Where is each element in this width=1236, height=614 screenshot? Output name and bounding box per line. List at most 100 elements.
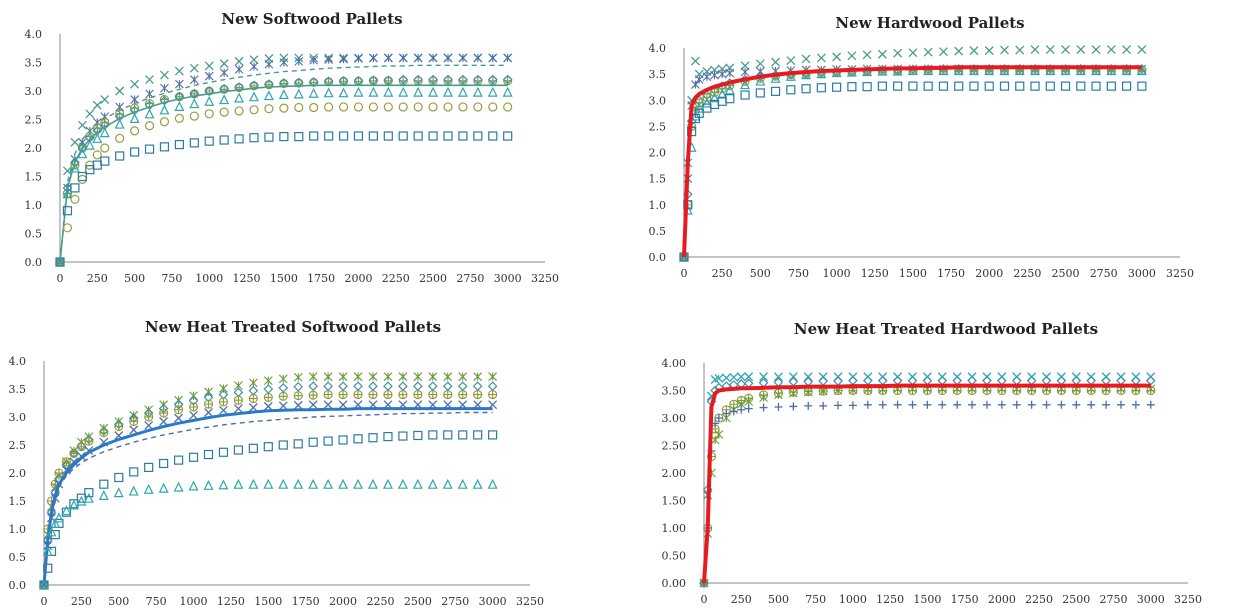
x-tick-label: 1000 bbox=[839, 593, 867, 606]
series-2 bbox=[39, 381, 498, 590]
data-point bbox=[442, 381, 453, 392]
data-point bbox=[50, 529, 60, 540]
data-point bbox=[969, 46, 979, 56]
data-point bbox=[816, 68, 827, 79]
data-point bbox=[413, 390, 423, 400]
data-point bbox=[115, 109, 125, 119]
data-point bbox=[967, 375, 977, 386]
data-point bbox=[893, 400, 902, 409]
data-point bbox=[383, 372, 393, 382]
data-point bbox=[1030, 81, 1040, 91]
data-point bbox=[204, 71, 214, 81]
chart-panel-2: 0 250 500 750 1000 1250 1500 1750 2000 2250 2500 27… bbox=[649, 42, 1195, 280]
data-point bbox=[62, 206, 73, 216]
x-tick-label: 2500 bbox=[1052, 267, 1080, 280]
data-point bbox=[743, 378, 754, 389]
series-line bbox=[682, 65, 1142, 258]
data-point bbox=[458, 53, 468, 63]
x-tick-label: 1500 bbox=[899, 267, 927, 280]
data-point bbox=[923, 400, 932, 409]
data-point bbox=[1091, 45, 1101, 55]
data-point bbox=[1056, 375, 1067, 386]
data-point bbox=[218, 447, 229, 457]
data-point bbox=[188, 402, 199, 412]
data-point bbox=[234, 64, 244, 74]
data-point bbox=[908, 400, 917, 409]
series-7 bbox=[39, 430, 498, 590]
data-point bbox=[338, 372, 348, 382]
data-point bbox=[862, 82, 872, 92]
series-6 bbox=[702, 383, 1151, 584]
data-point bbox=[99, 127, 110, 138]
data-point bbox=[740, 61, 750, 71]
data-point bbox=[338, 381, 348, 392]
data-point bbox=[938, 81, 949, 91]
data-point bbox=[42, 546, 53, 557]
data-point bbox=[383, 390, 393, 400]
data-point bbox=[204, 387, 213, 397]
data-point bbox=[1061, 45, 1070, 55]
x-tick-label: 750 bbox=[161, 272, 182, 285]
data-point bbox=[308, 437, 318, 447]
y-tick-label: 2.5 bbox=[25, 114, 43, 127]
data-point bbox=[77, 120, 87, 130]
x-tick-label: 2500 bbox=[1062, 593, 1090, 606]
data-point bbox=[427, 478, 438, 489]
x-tick-label: 0 bbox=[57, 272, 64, 285]
data-point bbox=[473, 53, 483, 63]
data-point bbox=[819, 401, 828, 410]
data-point bbox=[234, 134, 244, 144]
data-point bbox=[263, 478, 274, 489]
data-point bbox=[443, 131, 453, 141]
data-point bbox=[76, 442, 86, 452]
x-tick-label: 1250 bbox=[861, 267, 889, 280]
y-tick-label: 0.5 bbox=[25, 228, 43, 241]
data-point bbox=[877, 65, 888, 76]
data-point bbox=[279, 132, 289, 142]
data-point bbox=[279, 58, 289, 67]
data-point bbox=[174, 79, 184, 89]
series-9 bbox=[55, 131, 513, 267]
data-point bbox=[717, 69, 727, 79]
data-point bbox=[145, 75, 154, 85]
data-point bbox=[84, 488, 94, 498]
data-point bbox=[398, 53, 408, 63]
data-point bbox=[189, 75, 199, 84]
data-point bbox=[130, 79, 140, 89]
x-tick-label: 0 bbox=[41, 595, 48, 608]
data-point bbox=[502, 86, 513, 97]
data-point bbox=[1076, 81, 1086, 91]
data-point bbox=[144, 462, 154, 472]
data-point bbox=[770, 72, 781, 83]
data-point bbox=[1015, 45, 1025, 55]
x-tick-label: 0 bbox=[701, 593, 708, 606]
data-point bbox=[1014, 65, 1025, 76]
data-point bbox=[398, 131, 408, 141]
data-point bbox=[472, 74, 483, 85]
x-tick-label: 250 bbox=[71, 595, 92, 608]
series-2 bbox=[55, 53, 513, 267]
y-tick-label: 3.5 bbox=[25, 57, 43, 70]
series-2 bbox=[679, 64, 1147, 262]
data-point bbox=[487, 74, 498, 85]
series-4 bbox=[39, 400, 498, 590]
data-point bbox=[458, 131, 468, 141]
data-point bbox=[714, 414, 723, 422]
y-tick-label: 4.00 bbox=[662, 357, 687, 370]
data-point bbox=[722, 409, 731, 418]
data-point bbox=[725, 94, 735, 104]
data-point bbox=[997, 400, 1006, 409]
data-point bbox=[458, 430, 468, 440]
data-point bbox=[129, 416, 139, 427]
data-point bbox=[233, 395, 243, 405]
data-point bbox=[1076, 45, 1086, 55]
data-point bbox=[338, 478, 349, 489]
data-point bbox=[487, 381, 498, 392]
data-point bbox=[443, 102, 453, 112]
x-tick-label: 2250 bbox=[1013, 267, 1041, 280]
data-point bbox=[263, 384, 274, 394]
data-point bbox=[1086, 375, 1097, 386]
data-point bbox=[923, 81, 933, 91]
y-tick-label: 2.0 bbox=[649, 147, 667, 160]
